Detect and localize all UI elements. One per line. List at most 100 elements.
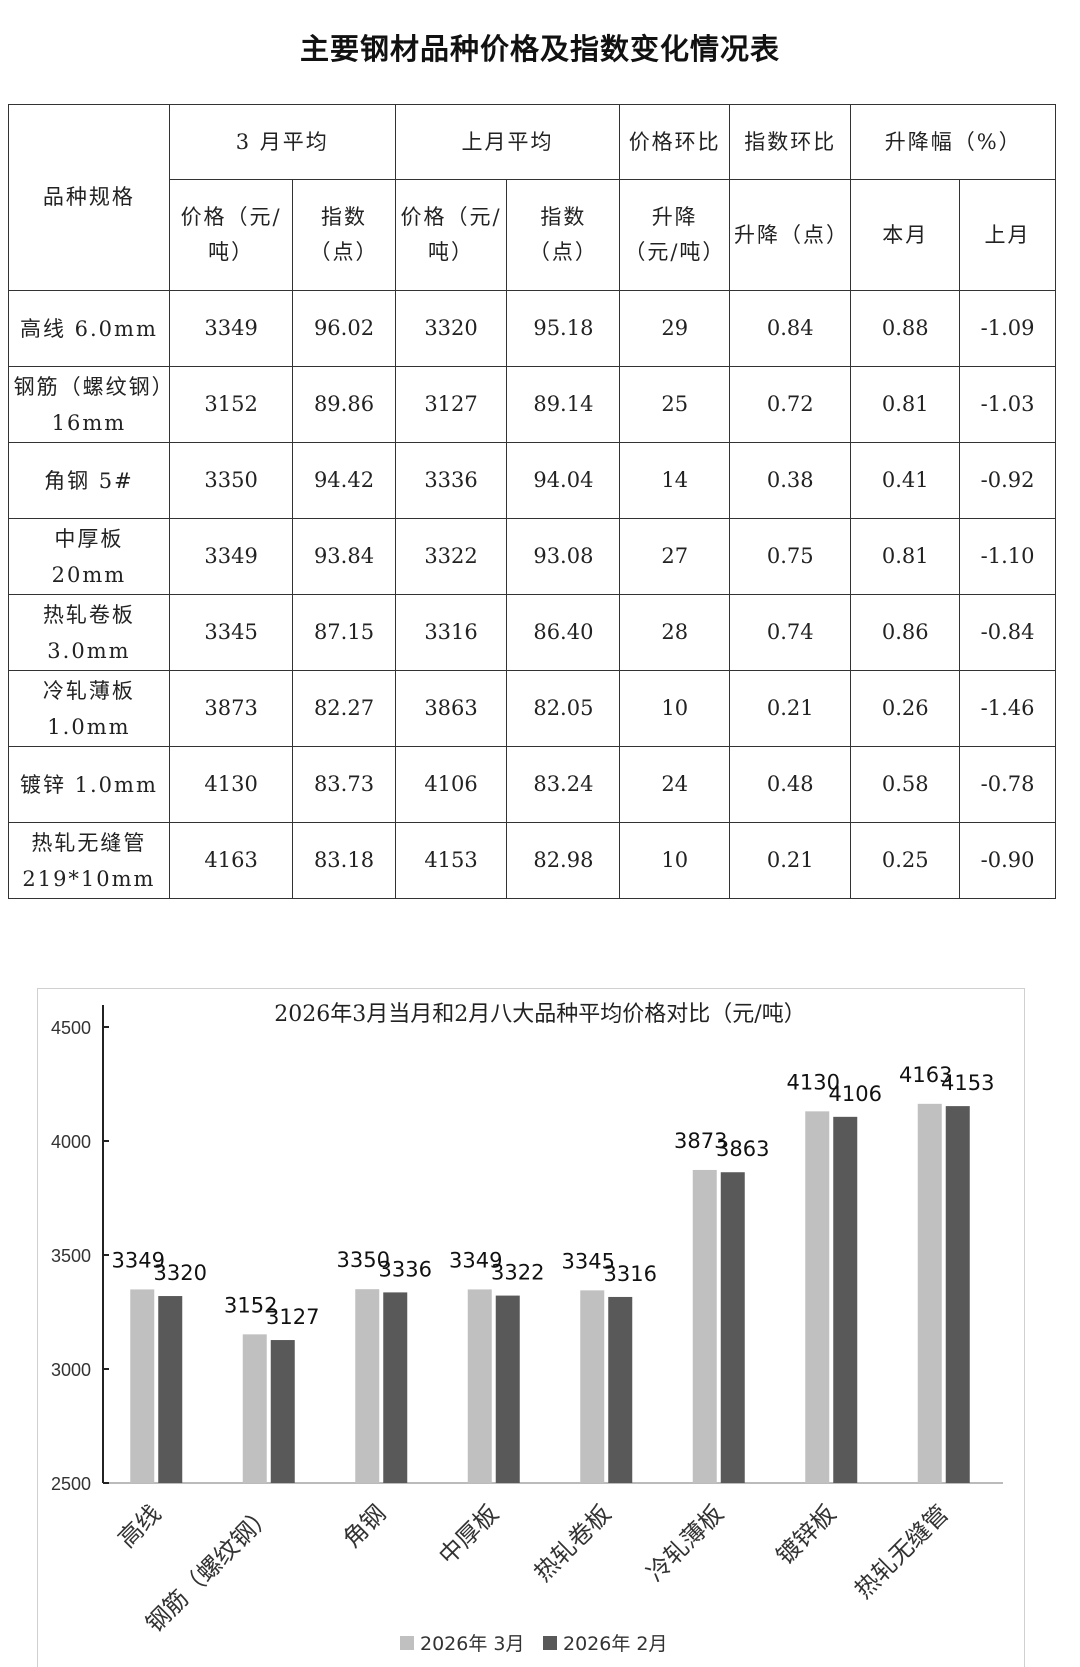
table-row: 镀锌 1.0mm 4130 83.73 4106 83.24 24 0.48 0… [8,746,1056,823]
x-tick-label: 角钢 [338,1499,392,1553]
header-price-change: 升降（元/吨） [619,179,731,291]
header-previous-price: 价格（元/吨） [394,179,508,291]
legend-label: 2026年 2月 [563,1633,667,1655]
bar [383,1292,408,1483]
bar [720,1172,745,1483]
cell-previous-price: 3322 [394,518,508,595]
cell-previous-price: 3127 [394,366,508,443]
data-label: 3127 [266,1305,319,1329]
data-label: 3152 [224,1293,277,1317]
cell-march-price: 3349 [168,518,294,595]
cell-march-price: 4163 [168,822,294,899]
y-tick-label: 4000 [51,1132,91,1152]
cell-march-index: 94.42 [292,442,396,519]
data-label: 3322 [491,1261,544,1285]
cell-march-price: 3873 [168,670,294,747]
cell-this-month: 0.81 [850,518,961,595]
bar [270,1340,295,1483]
cell-last-month: -1.46 [959,670,1056,747]
x-tick-label: 高线 [113,1499,167,1553]
y-tick-label: 3500 [51,1246,91,1266]
cell-march-index: 83.18 [292,822,396,899]
cell-last-month: -0.92 [959,442,1056,519]
cell-this-month: 0.41 [850,442,961,519]
bar [805,1111,830,1483]
cell-march-index: 96.02 [292,290,396,367]
data-label: 3349 [112,1248,165,1272]
data-label: 4163 [899,1063,952,1087]
cell-march-price: 3349 [168,290,294,367]
cell-spec: 角钢 5# [8,442,170,519]
page-title: 主要钢材品种价格及指数变化情况表 [299,32,780,66]
header-change-rate: 升降幅（%） [850,104,1056,180]
cell-index-change: 0.74 [729,594,852,671]
cell-march-price: 3345 [168,594,294,671]
cell-this-month: 0.58 [850,746,961,823]
cell-march-price: 3350 [168,442,294,519]
header-index-mom: 指数环比 [729,104,852,180]
steel-price-table: 品种规格 3 月平均 上月平均 价格环比 指数环比 升降幅（%） 价格（元/吨）… [8,104,1056,899]
cell-spec: 热轧无缝管 219*10mm [8,822,170,899]
cell-this-month: 0.81 [850,366,961,443]
data-label: 3316 [604,1262,657,1286]
header-last-month: 上月 [959,179,1056,291]
x-tick-label: 热轧无缝管 [849,1499,954,1604]
y-tick-label: 4500 [51,1018,91,1038]
header-previous-index: 指数（点） [506,179,621,291]
cell-previous-index: 95.18 [506,290,621,367]
bar [917,1103,942,1483]
table-row: 中厚板 20mm 3349 93.84 3322 93.08 27 0.75 0… [8,518,1056,595]
header-price-mom: 价格环比 [619,104,731,180]
cell-index-change: 0.21 [729,822,852,899]
table-row: 热轧无缝管 219*10mm 4163 83.18 4153 82.98 10 … [8,822,1056,899]
chart-title: 2026年3月当月和2月八大品种平均价格对比（元/吨） [274,1002,805,1027]
x-tick-label: 中厚板 [433,1499,504,1570]
table-row: 高线 6.0mm 3349 96.02 3320 95.18 29 0.84 0… [8,290,1056,367]
table-row: 冷轧薄板 1.0mm 3873 82.27 3863 82.05 10 0.21… [8,670,1056,747]
bar [467,1289,492,1483]
bar [945,1106,970,1483]
header-this-month: 本月 [850,179,961,291]
cell-this-month: 0.26 [850,670,961,747]
cell-previous-index: 82.98 [506,822,621,899]
cell-index-change: 0.21 [729,670,852,747]
cell-index-change: 0.84 [729,290,852,367]
x-tick-label: 镀锌板 [771,1499,842,1570]
cell-price-change: 10 [619,822,731,899]
cell-last-month: -0.78 [959,746,1056,823]
cell-march-index: 82.27 [292,670,396,747]
bar [833,1116,858,1483]
legend-swatch [400,1636,414,1650]
cell-march-index: 87.15 [292,594,396,671]
header-index-change: 升降（点） [729,179,852,291]
bar [692,1169,717,1483]
x-tick-label: 冷轧薄板 [641,1499,729,1587]
data-label: 3336 [379,1257,432,1281]
cell-index-change: 0.48 [729,746,852,823]
cell-spec: 热轧卷板 3.0mm [8,594,170,671]
cell-previous-price: 3336 [394,442,508,519]
data-label: 3345 [562,1249,615,1273]
chart-frame [37,988,1025,1667]
cell-previous-price: 4153 [394,822,508,899]
data-label: 3873 [674,1129,727,1153]
data-label: 4153 [941,1071,994,1095]
cell-march-price: 4130 [168,746,294,823]
cell-previous-price: 3316 [394,594,508,671]
bar [495,1295,520,1483]
cell-previous-index: 94.04 [506,442,621,519]
data-label: 3320 [154,1261,207,1285]
bar [242,1334,267,1483]
bar [580,1290,605,1483]
data-label: 3349 [449,1248,502,1272]
cell-spec: 高线 6.0mm [8,290,170,367]
header-march-index: 指数（点） [292,179,396,291]
header-previous-average: 上月平均 [394,104,621,180]
cell-index-change: 0.72 [729,366,852,443]
cell-previous-index: 83.24 [506,746,621,823]
legend-swatch [543,1636,557,1650]
cell-this-month: 0.86 [850,594,961,671]
cell-this-month: 0.88 [850,290,961,367]
cell-last-month: -1.09 [959,290,1056,367]
